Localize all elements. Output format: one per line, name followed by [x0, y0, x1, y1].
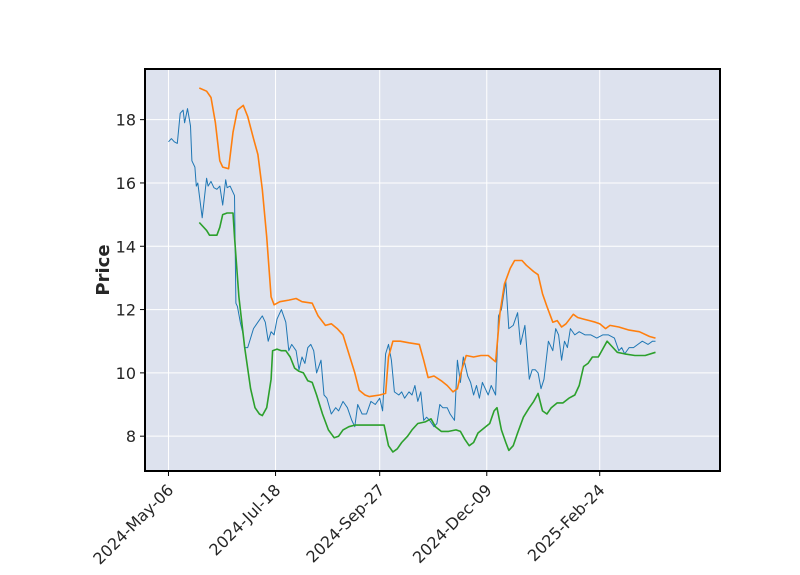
series-line-green	[198, 212, 656, 453]
x-tick-label: 2024-Jul-18	[205, 480, 284, 559]
x-tick-label: 2025-Feb-24	[524, 480, 609, 565]
y-tick-label: 14	[116, 237, 136, 256]
series-lines	[168, 87, 656, 453]
plot-frame	[144, 68, 721, 472]
y-tick-label: 10	[116, 364, 136, 383]
y-axis-ticks: 8 10 12 14 16 18	[116, 111, 145, 446]
x-tick-label: 2024-Dec-09	[409, 480, 496, 567]
y-axis-title: Price	[93, 244, 114, 295]
plot-background	[145, 69, 720, 471]
series-line-orange	[198, 87, 656, 398]
y-tick-label: 18	[116, 111, 136, 130]
series-line-blue	[168, 108, 656, 428]
x-tick-label: 2024-May-06	[89, 480, 177, 568]
x-tick-label: 2024-Sep-27	[302, 480, 388, 566]
y-tick-label: 12	[116, 301, 136, 320]
x-axis-ticks: 2024-May-06 2024-Jul-18 2024-Sep-27 2024-De…	[89, 471, 609, 568]
y-tick-label: 8	[126, 427, 136, 446]
y-tick-label: 16	[116, 174, 136, 193]
